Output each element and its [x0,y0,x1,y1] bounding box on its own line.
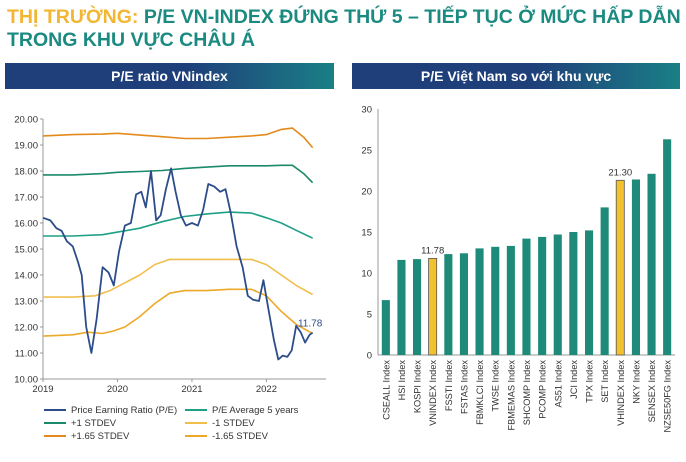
legend-label: +1.65 STDEV [71,431,130,442]
category-label: TPX Index [585,360,595,403]
y-tick-label: 17.00 [14,193,38,204]
bar-tpx-index [585,230,594,355]
bar-set-index [600,207,609,355]
y-tick-label: 16.00 [14,219,38,230]
bar-pcomp-index [538,236,547,355]
bar-nzse50fg-index [663,139,672,355]
series-line-avg [43,211,313,239]
legend-item-neg165: -1.65 STDEV [185,431,268,442]
y-tick-label: 0 [367,351,372,362]
y-tick-label: 12.00 [14,323,38,334]
y-tick-label: 14.00 [14,271,38,282]
y-tick-label: 10.00 [14,375,38,386]
category-label: KOSPI Index [413,360,423,414]
category-label: NKY Index [631,360,641,404]
x-tick-label: 2021 [181,384,202,395]
y-tick-label: 5 [367,310,372,321]
bar-vnindex-index [428,257,438,356]
pe-current-label: 11.78 [298,319,323,330]
legend-swatch [185,422,207,425]
bar-as51-index [553,234,562,355]
category-label: TWSE Index [491,360,501,412]
legend-item-std165: +1.65 STDEV [44,431,129,442]
x-tick-label: 2022 [256,384,277,395]
category-label: VNINDEX Index [428,360,438,426]
legend-swatch [44,409,66,412]
left-panel-header: P/E ratio VNindex [5,63,334,89]
legend-swatch [185,435,207,438]
bar-fbmklci-index [475,248,484,355]
category-label: JCI Index [569,360,579,399]
series-line-neg1 [43,258,313,298]
legend-label: -1.65 STDEV [212,431,268,442]
bar-fssti-index [444,254,453,355]
series-line-neg165 [42,288,313,337]
category-label: FSTAS Index [459,360,469,414]
category-label: FBMEMAS Index [506,360,516,431]
bar-data-label: 21.30 [608,167,632,178]
category-label: CSEALL Index [381,360,391,420]
bar-kospi-index [413,259,422,355]
category-label: SENSEX Index [647,360,657,423]
y-tick-label: 15 [361,228,372,239]
bar-nky-index [631,179,640,355]
bar-twse-index [491,246,500,355]
pe-bar-chart: 0 5 10 15 20 25 30 CSEALL Index HSI Index KOSPI I… [361,105,675,433]
y-tick-label: 10 [361,269,372,280]
series-line-std1 [43,164,314,184]
bar-fbmemas-index [506,245,515,355]
y-tick-label: 20 [361,187,372,198]
category-label: FSSTI Index [444,360,454,411]
category-label: SET Index [600,360,610,403]
legend-swatch [44,422,66,425]
series-line-std165 [42,127,314,149]
legend-label: P/E Average 5 years [212,405,299,416]
bar-fstas-index [459,253,468,355]
y-tick-label: 19.00 [14,141,38,152]
bar-vhindex-index [615,179,625,356]
legend-swatch [44,435,66,438]
series-line-pe [42,167,314,361]
category-label: AS51 Index [553,360,563,408]
x-tick-label: 2019 [32,384,53,395]
legend-item-pe: Price Earning Ratio (P/E) [44,405,177,416]
category-label: NZSE50FG Index [663,360,673,433]
legend-item-std1: +1 STDEV [44,418,116,429]
legend-item-avg: P/E Average 5 years [185,405,298,416]
legend-swatch [185,409,207,412]
category-label: SHCOMP Index [522,360,532,426]
right-panel-header: P/E Việt Nam so với khu vực [352,63,680,89]
y-tick-label: 15.00 [14,245,38,256]
y-tick-label: 20.00 [14,115,38,126]
y-tick-label: 18.00 [14,167,38,178]
pe-line-chart: 10.00 11.00 12.00 13.00 14.00 15.00 16.00 17.00… [14,115,326,395]
y-tick-label: 13.00 [14,297,38,308]
x-tick-label: 2020 [107,384,128,395]
category-label: FBMKLCI Index [475,360,485,425]
legend-label: Price Earning Ratio (P/E) [71,405,178,416]
y-tick-label: 11.00 [15,349,38,360]
category-label: PCOMP Index [538,360,548,419]
bar-hsi-index [397,259,406,355]
y-tick-label: 30 [361,105,372,116]
bar-data-label: 11.78 [421,245,444,256]
bar-sensex-index [647,173,656,355]
page-title: THỊ TRƯỜNG: P/E VN-INDEX ĐỨNG THỨ 5 – TI… [7,6,683,52]
title-text: P/E VN-INDEX ĐỨNG THỨ 5 – TIẾP TỤC Ở MỨC… [7,6,681,51]
legend-label: +1 STDEV [71,418,117,429]
title-label: THỊ TRƯỜNG: [7,6,139,28]
bar-shcomp-index [522,238,531,355]
bar-cseall-index [381,300,390,355]
category-label: VHINDEX Index [616,360,626,426]
legend-label: -1 STDEV [212,418,255,429]
y-tick-label: 25 [361,146,372,157]
bar-jci-index [569,232,578,355]
legend-item-neg1: -1 STDEV [185,418,255,429]
category-label: HSI Index [397,360,407,401]
